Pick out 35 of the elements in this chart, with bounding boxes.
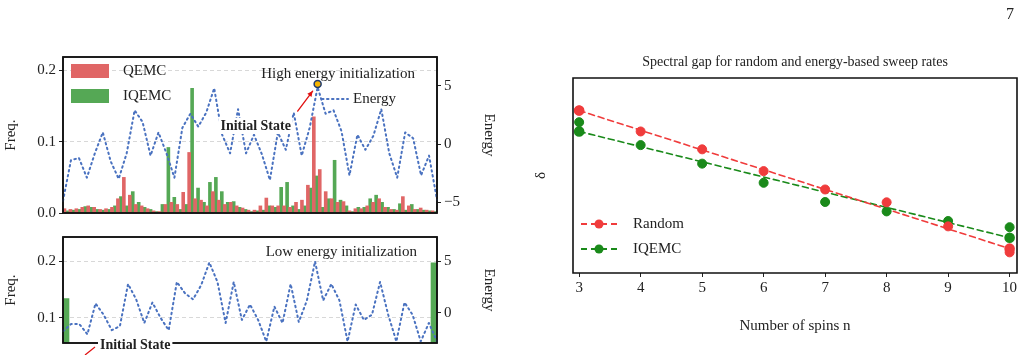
y-axis-title: δ: [531, 171, 548, 180]
annotation: Initial State: [220, 117, 291, 133]
y-tick-label: 0.2: [37, 61, 56, 78]
annotation: Initial State: [100, 336, 171, 352]
y-axis-title: Freq.: [1, 119, 18, 151]
x-axis-title: Number of spins n: [739, 316, 852, 333]
y-axis-title: Freq.: [1, 274, 18, 306]
x-tick-label: 5: [698, 278, 706, 295]
y-tick-label: 0.1: [37, 308, 56, 325]
x-tick-label: 4: [636, 278, 645, 295]
y-tick-label: 0.0: [37, 203, 56, 220]
x-tick-label: 7: [821, 278, 830, 295]
x-tick-label: 8: [882, 278, 891, 295]
y-axis-title: Energy: [482, 113, 499, 158]
y-tick-label: 0.1: [37, 132, 56, 149]
y-axis-title: Energy: [482, 268, 499, 313]
y-tick-label: 0.2: [37, 252, 56, 269]
y-tick-label: 0: [444, 134, 452, 151]
y-tick-label: 5: [444, 76, 452, 93]
y-tick-label: 0: [444, 303, 452, 320]
legend-label: IQEMC: [633, 239, 682, 256]
legend-label: Random: [633, 214, 685, 231]
legend-label: Energy: [353, 89, 397, 106]
y-tick-label: 5: [444, 252, 452, 269]
text: 7: [1006, 5, 1014, 23]
x-tick-label: 10: [1002, 278, 1018, 295]
chart-title: Spectral gap for random and energy-based sweep rates: [642, 53, 948, 69]
annotation: High energy initialization: [261, 64, 416, 81]
x-tick-label: 3: [575, 278, 583, 295]
y-tick-label: −5: [444, 193, 460, 210]
legend-label: QEMC: [123, 61, 167, 78]
x-tick-label: 9: [944, 278, 952, 295]
x-tick-label: 6: [759, 278, 768, 295]
legend-label: IQEMC: [123, 86, 172, 103]
annotation: Low energy initialization: [265, 242, 418, 259]
